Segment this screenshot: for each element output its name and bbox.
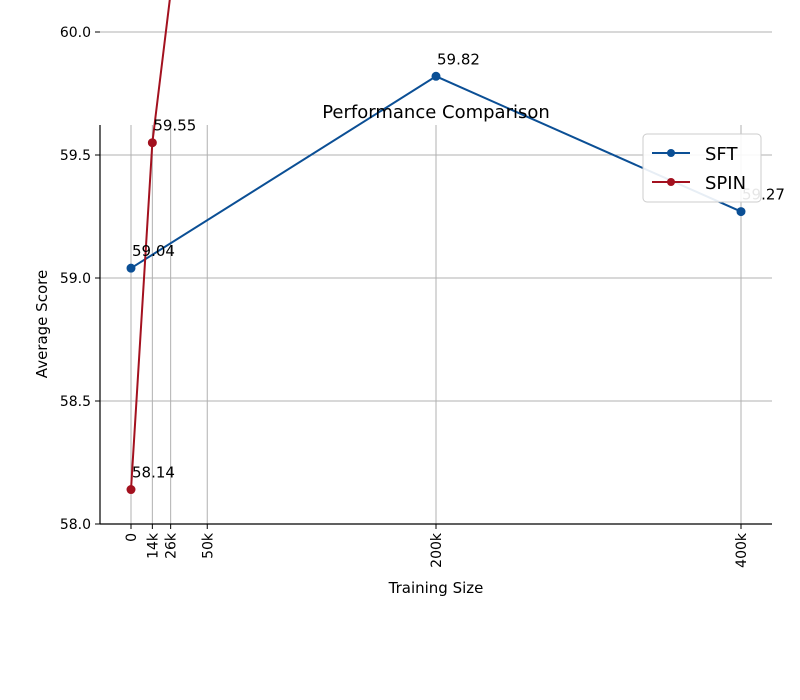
x-tick-label: 50k <box>200 532 216 559</box>
y-axis-label: Average Score <box>33 270 51 378</box>
spin-legend-marker <box>667 178 675 186</box>
x-axis-label: Training Size <box>388 579 484 597</box>
legend-items: SFT SPIN <box>652 144 746 194</box>
y-tick-label: 60.0 <box>60 25 91 41</box>
sft-data-label: 59.04 <box>132 242 175 260</box>
sft-legend-marker <box>667 149 675 157</box>
spin-series-line <box>130 0 171 490</box>
grid <box>100 31 772 524</box>
spin-data-label: 59.55 <box>153 117 196 135</box>
sft-data-point <box>126 263 136 273</box>
x-tick-label: 14k <box>145 532 161 559</box>
y-tick-label: 59.5 <box>60 148 91 164</box>
y-tick-label: 58.0 <box>60 517 91 533</box>
spin-legend-label: SPIN <box>705 173 746 194</box>
y-tick-label: 59.0 <box>60 271 91 287</box>
series-layer <box>126 0 746 495</box>
chart-title: Performance Comparison <box>322 102 550 123</box>
x-tick-label: 200k <box>429 532 445 568</box>
x-tick-label: 0 <box>124 533 140 542</box>
legend: SFT SPIN <box>642 133 762 203</box>
sft-legend-label: SFT <box>705 144 738 165</box>
y-tick-label: 58.5 <box>60 394 91 410</box>
x-tick-label: 26k <box>164 532 180 559</box>
spin-data-point <box>147 138 157 148</box>
sft-data-label: 59.82 <box>437 50 480 68</box>
spin-data-point <box>126 485 136 495</box>
x-tick-label: 400k <box>734 532 750 568</box>
ticks: 58.058.559.059.560.060.561.0014k26k50k20… <box>60 25 750 568</box>
sft-data-point <box>736 207 746 217</box>
spin-data-label: 58.14 <box>132 464 175 482</box>
sft-data-point <box>431 71 441 81</box>
